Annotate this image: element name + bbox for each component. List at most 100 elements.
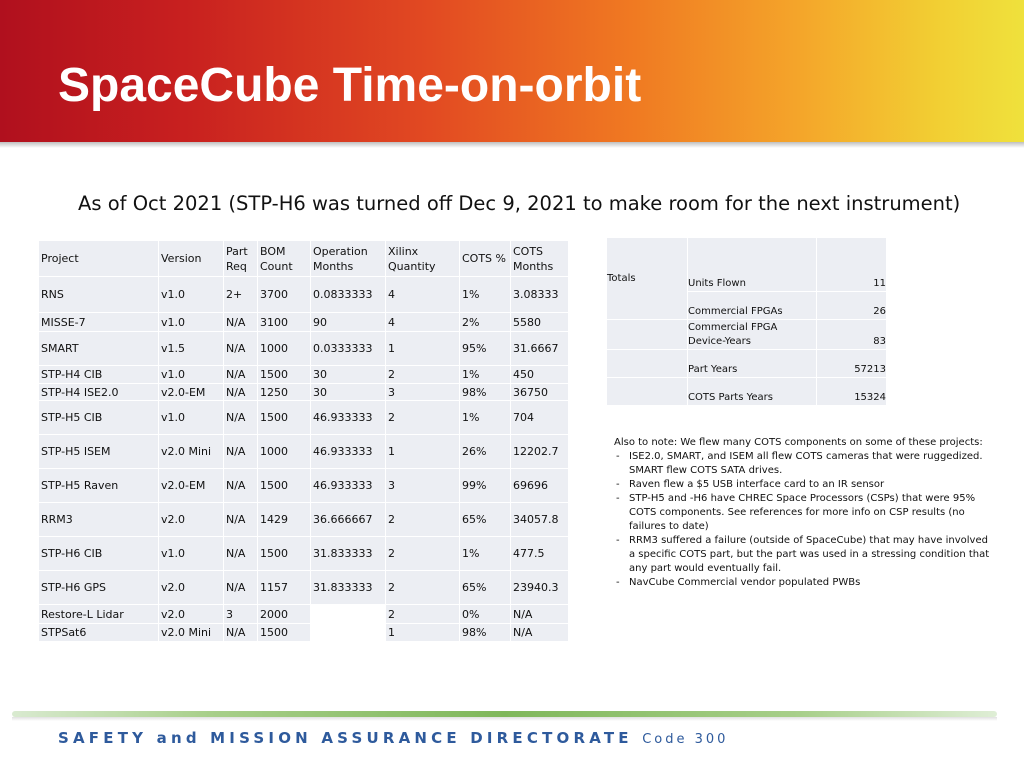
- column-header: COTS Months: [510, 240, 569, 277]
- dash-bullet-icon: -: [616, 479, 620, 490]
- table-cell: 1%: [459, 365, 511, 384]
- table-cell: N/A: [223, 312, 258, 332]
- table-cell: v1.0: [158, 400, 224, 435]
- table-cell: 2: [385, 365, 460, 384]
- table-cell: 2: [385, 536, 460, 571]
- table-cell: N/A: [510, 604, 569, 624]
- table-cell: 1%: [459, 400, 511, 435]
- dash-bullet-icon: -: [616, 493, 620, 504]
- table-cell: Restore-L Lidar: [38, 604, 159, 624]
- table-cell: N/A: [223, 570, 258, 605]
- table-cell: v1.0: [158, 276, 224, 313]
- column-header: Part Req: [223, 240, 258, 277]
- notes-item-text: ISE2.0, SMART, and ISEM all flew COTS ca…: [629, 451, 983, 476]
- table-cell: 1: [385, 434, 460, 469]
- totals-blank-cell: [606, 377, 688, 406]
- table-cell: 23940.3: [510, 570, 569, 605]
- notes-item-text: Raven flew a $5 USB interface card to an…: [629, 479, 885, 490]
- table-cell: v2.0 Mini: [158, 434, 224, 469]
- table-cell: MISSE-7: [38, 312, 159, 332]
- table-cell: 34057.8: [510, 502, 569, 537]
- footer-directorate-name: SAFETY and MISSION ASSURANCE DIRECTORATE: [58, 729, 633, 747]
- notes-item: - ISE2.0, SMART, and ISEM all flew COTS c…: [614, 450, 994, 478]
- table-cell: 1000: [257, 434, 311, 469]
- table-cell: N/A: [510, 623, 569, 642]
- totals-table: Totals Units Flown 11 Commercial FPGAs 2…: [606, 237, 887, 406]
- notes-block: Also to note: We flew many COTS componen…: [614, 436, 994, 590]
- table-cell: 1500: [257, 536, 311, 571]
- table-cell: 99%: [459, 468, 511, 503]
- table-cell: v2.0: [158, 604, 224, 624]
- table-cell: v2.0-EM: [158, 468, 224, 503]
- table-cell: N/A: [223, 434, 258, 469]
- totals-row-label: COTS Parts Years: [687, 377, 817, 406]
- table-cell: 3.08333: [510, 276, 569, 313]
- table-cell: 4: [385, 312, 460, 332]
- table-cell: 0.0833333: [310, 276, 386, 313]
- table-row: RRM3 v2.0 N/A 1429 36.666667 2 65% 34057.8: [38, 502, 569, 537]
- table-cell: 36750: [510, 383, 569, 401]
- notes-list: - ISE2.0, SMART, and ISEM all flew COTS c…: [614, 450, 994, 590]
- table-cell: 3: [385, 383, 460, 401]
- table-cell: v1.0: [158, 536, 224, 571]
- table-cell: 65%: [459, 570, 511, 605]
- table-cell: 1: [385, 331, 460, 366]
- table-cell: 2+: [223, 276, 258, 313]
- table-cell: 69696: [510, 468, 569, 503]
- table-row: Restore-L Lidar v2.0 3 2000 2 0% N/A: [38, 604, 569, 624]
- column-header: Version: [158, 240, 224, 277]
- table-row: STPSat6 v2.0 Mini N/A 1500 1 98% N/A: [38, 623, 569, 642]
- table-cell: [310, 604, 386, 624]
- table-cell: v1.5: [158, 331, 224, 366]
- table-cell: N/A: [223, 502, 258, 537]
- table-cell: STP-H4 ISE2.0: [38, 383, 159, 401]
- table-row: STP-H6 CIB v1.0 N/A 1500 31.833333 2 1% 477.5: [38, 536, 569, 571]
- notes-item-text: NavCube Commercial vendor populated PWBs: [629, 577, 861, 588]
- notes-item: - RRM3 suffered a failure (outside of Spa…: [614, 534, 994, 576]
- totals-row-label: Commercial FPGA Device-Years: [687, 319, 817, 350]
- table-cell: 4: [385, 276, 460, 313]
- totals-blank-cell: [606, 319, 688, 350]
- table-cell: v1.0: [158, 365, 224, 384]
- table-cell: 2000: [257, 604, 311, 624]
- column-header: BOM Count: [257, 240, 311, 277]
- table-cell: 477.5: [510, 536, 569, 571]
- table-cell: SMART: [38, 331, 159, 366]
- table-cell: v1.0: [158, 312, 224, 332]
- table-cell: 31.833333: [310, 570, 386, 605]
- table-cell: 1%: [459, 536, 511, 571]
- table-cell: STP-H6 GPS: [38, 570, 159, 605]
- table-row: STP-H6 GPS v2.0 N/A 1157 31.833333 2 65% 23940.…: [38, 570, 569, 605]
- table-cell: 30: [310, 365, 386, 384]
- table-cell: 1500: [257, 468, 311, 503]
- table-cell: 3: [223, 604, 258, 624]
- dash-bullet-icon: -: [616, 577, 620, 588]
- column-header: COTS %: [459, 240, 511, 277]
- footer-directorate: SAFETY and MISSION ASSURANCE DIRECTORATE…: [58, 729, 728, 747]
- totals-row-value: 11: [816, 237, 887, 292]
- table-cell: 2%: [459, 312, 511, 332]
- table-row: MISSE-7 v1.0 N/A 3100 90 4 2% 5580: [38, 312, 569, 332]
- table-cell: RRM3: [38, 502, 159, 537]
- table-cell: 1157: [257, 570, 311, 605]
- table-cell: 98%: [459, 623, 511, 642]
- table-cell: 3100: [257, 312, 311, 332]
- table-cell: 1000: [257, 331, 311, 366]
- table-cell: 46.933333: [310, 400, 386, 435]
- column-header: Project: [38, 240, 159, 277]
- notes-item: - STP-H5 and -H6 have CHREC Space Process…: [614, 492, 994, 534]
- table-cell: 90: [310, 312, 386, 332]
- table-cell: 31.833333: [310, 536, 386, 571]
- table-cell: 704: [510, 400, 569, 435]
- page-title: SpaceCube Time-on-orbit: [58, 59, 642, 112]
- table-row: SMART v1.5 N/A 1000 0.0333333 1 95% 31.6667: [38, 331, 569, 366]
- table-row: STP-H5 Raven v2.0-EM N/A 1500 46.933333 3 99% 6…: [38, 468, 569, 503]
- table-cell: 2: [385, 400, 460, 435]
- table-cell: 0%: [459, 604, 511, 624]
- table-cell: 1429: [257, 502, 311, 537]
- table-cell: RNS: [38, 276, 159, 313]
- totals-row-label: Commercial FPGAs: [687, 291, 817, 320]
- banner-shadow: [0, 142, 1024, 148]
- table-header-row: Project Version Part Req BOM Count Operation Mo…: [38, 240, 569, 277]
- table-cell: N/A: [223, 365, 258, 384]
